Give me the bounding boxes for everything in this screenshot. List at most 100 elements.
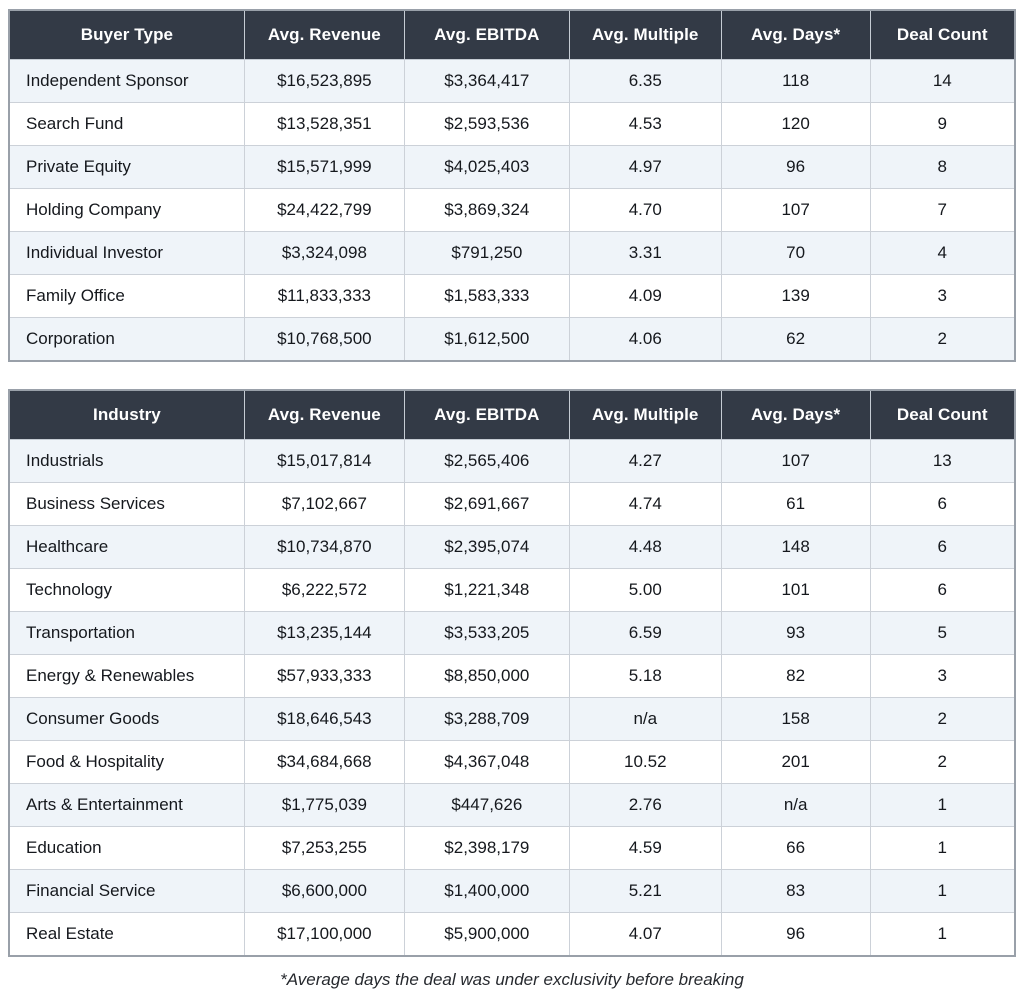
table-cell: 120: [720, 102, 871, 146]
table-cell: 4.74: [568, 482, 722, 526]
table-cell: 4.97: [568, 145, 722, 189]
table-cell: 139: [720, 274, 871, 318]
table-cell: 7: [869, 188, 1016, 232]
table-row: Individual Investor $3,324,098 $791,250 3.3…: [8, 231, 1016, 275]
exclusivity-footnote: *Average days the deal was under exclusi…: [280, 970, 744, 989]
table-cell: 101: [720, 568, 871, 612]
table-cell: $1,221,348: [403, 568, 570, 612]
table-cell: $2,691,667: [403, 482, 570, 526]
table-cell: $24,422,799: [243, 188, 405, 232]
table-cell: Healthcare: [8, 525, 245, 569]
table-cell: 13: [869, 439, 1016, 483]
table-cell: $2,395,074: [403, 525, 570, 569]
table-cell: Arts & Entertainment: [8, 783, 245, 827]
table-cell: Independent Sponsor: [8, 59, 245, 103]
table-cell: 6.35: [568, 59, 722, 103]
table-cell: 3.31: [568, 231, 722, 275]
table-cell: 4.59: [568, 826, 722, 870]
industry-table-body: Industrials $15,017,814 $2,565,406 4.27 107 1…: [8, 439, 1016, 957]
table-cell: $10,734,870: [243, 525, 405, 569]
table-cell: $1,775,039: [243, 783, 405, 827]
table-cell: 107: [720, 188, 871, 232]
table-cell: $2,593,536: [403, 102, 570, 146]
header-row: Industry Avg. Revenue Avg. EBITDA Avg. M…: [8, 389, 1016, 440]
table-cell: 4: [869, 231, 1016, 275]
table-row: Arts & Entertainment $1,775,039 $447,626 2.…: [8, 783, 1016, 827]
table-row: Holding Company $24,422,799 $3,869,324 4.70…: [8, 188, 1016, 232]
table-cell: Corporation: [8, 317, 245, 362]
table-cell: 5.18: [568, 654, 722, 698]
table-row: Consumer Goods $18,646,543 $3,288,709 n/a 15…: [8, 697, 1016, 741]
table-cell: 8: [869, 145, 1016, 189]
table-row: Business Services $7,102,667 $2,691,667 4.7…: [8, 482, 1016, 526]
table-cell: $447,626: [403, 783, 570, 827]
column-header-avg-ebitda: Avg. EBITDA: [403, 9, 570, 60]
table-cell: Transportation: [8, 611, 245, 655]
table-cell: 148: [720, 525, 871, 569]
table-row: Education $7,253,255 $2,398,179 4.59 66 1: [8, 826, 1016, 870]
table-cell: $11,833,333: [243, 274, 405, 318]
table-row: Independent Sponsor $16,523,895 $3,364,417…: [8, 59, 1016, 103]
table-cell: 5.00: [568, 568, 722, 612]
column-header-avg-revenue: Avg. Revenue: [243, 9, 405, 60]
table-cell: 158: [720, 697, 871, 741]
table-cell: $15,017,814: [243, 439, 405, 483]
table-cell: 96: [720, 912, 871, 957]
table-row: Financial Service $6,600,000 $1,400,000 5.2…: [8, 869, 1016, 913]
table-cell: 14: [869, 59, 1016, 103]
table-cell: 4.27: [568, 439, 722, 483]
table-cell: Financial Service: [8, 869, 245, 913]
table-cell: 6: [869, 482, 1016, 526]
table-cell: Individual Investor: [8, 231, 245, 275]
table-cell: $13,528,351: [243, 102, 405, 146]
table-cell: $8,850,000: [403, 654, 570, 698]
table-cell: 2: [869, 740, 1016, 784]
buyer-type-table-body: Independent Sponsor $16,523,895 $3,364,417…: [8, 59, 1016, 362]
table-cell: $5,900,000: [403, 912, 570, 957]
column-header-avg-revenue: Avg. Revenue: [243, 389, 405, 440]
industry-table: Industry Avg. Revenue Avg. EBITDA Avg. M…: [8, 389, 1016, 957]
table-cell: 1: [869, 783, 1016, 827]
table-cell: $1,583,333: [403, 274, 570, 318]
table-cell: Business Services: [8, 482, 245, 526]
column-header-avg-multiple: Avg. Multiple: [568, 9, 722, 60]
column-header-avg-ebitda: Avg. EBITDA: [403, 389, 570, 440]
table-cell: 118: [720, 59, 871, 103]
table-cell: $6,222,572: [243, 568, 405, 612]
table-cell: $10,768,500: [243, 317, 405, 362]
table-cell: 1: [869, 912, 1016, 957]
table-cell: n/a: [568, 697, 722, 741]
table-cell: 62: [720, 317, 871, 362]
table-cell: $57,933,333: [243, 654, 405, 698]
table-cell: 6.59: [568, 611, 722, 655]
table-row: Food & Hospitality $34,684,668 $4,367,048 1…: [8, 740, 1016, 784]
table-cell: $2,398,179: [403, 826, 570, 870]
table-cell: $3,364,417: [403, 59, 570, 103]
table-cell: $34,684,668: [243, 740, 405, 784]
industry-table-header: Industry Avg. Revenue Avg. EBITDA Avg. M…: [8, 389, 1016, 440]
table-cell: n/a: [720, 783, 871, 827]
table-cell: $3,869,324: [403, 188, 570, 232]
table-cell: Consumer Goods: [8, 697, 245, 741]
table-cell: $3,533,205: [403, 611, 570, 655]
table-cell: $7,102,667: [243, 482, 405, 526]
table-cell: 6: [869, 525, 1016, 569]
table-cell: $4,367,048: [403, 740, 570, 784]
table-cell: Industrials: [8, 439, 245, 483]
table-cell: 70: [720, 231, 871, 275]
table-cell: Search Fund: [8, 102, 245, 146]
buyer-type-table-header: Buyer Type Avg. Revenue Avg. EBITDA Avg.…: [8, 9, 1016, 60]
table-cell: 4.09: [568, 274, 722, 318]
table-cell: $2,565,406: [403, 439, 570, 483]
table-cell: Real Estate: [8, 912, 245, 957]
table-cell: 1: [869, 826, 1016, 870]
table-cell: Technology: [8, 568, 245, 612]
column-header-deal-count: Deal Count: [869, 9, 1016, 60]
table-cell: 9: [869, 102, 1016, 146]
table-cell: $13,235,144: [243, 611, 405, 655]
table-cell: 201: [720, 740, 871, 784]
table-row: Healthcare $10,734,870 $2,395,074 4.48 148 6: [8, 525, 1016, 569]
table-row: Technology $6,222,572 $1,221,348 5.00 101 6: [8, 568, 1016, 612]
table-cell: 93: [720, 611, 871, 655]
